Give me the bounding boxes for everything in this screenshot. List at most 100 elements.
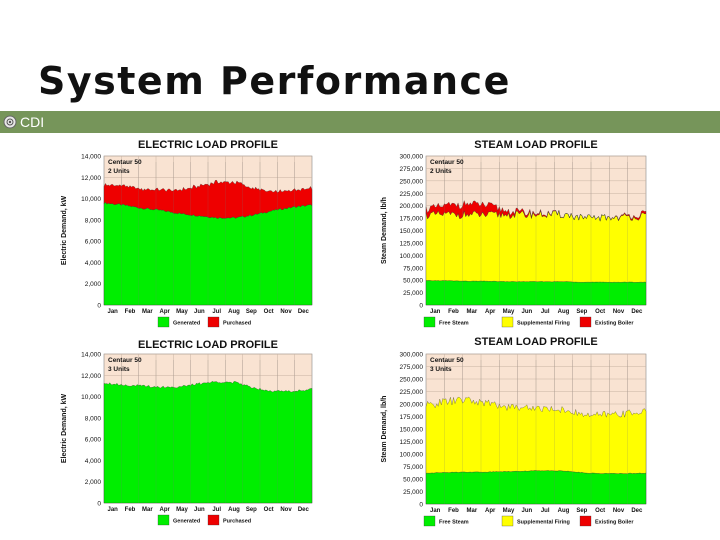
x-tick-label: Nov xyxy=(613,508,625,514)
y-tick-label: 100,000 xyxy=(400,253,424,260)
y-tick-label: 150,000 xyxy=(400,427,424,434)
y-axis-label: Electric Demand, kW xyxy=(61,195,68,265)
y-tick-label: 2,000 xyxy=(85,479,102,486)
x-tick-label: Feb xyxy=(125,309,136,315)
x-tick-label: Jun xyxy=(521,508,532,514)
x-tick-label: May xyxy=(176,507,188,513)
x-tick-label: Aug xyxy=(228,309,240,315)
brand-logo: CDI xyxy=(3,111,44,133)
y-tick-label: 0 xyxy=(419,303,423,310)
legend-swatch xyxy=(207,316,220,328)
chart-steam-2-units: STEAM LOAD PROFILE 300,000 275,000 250,000 2… xyxy=(378,134,650,330)
y-tick-label: 8,000 xyxy=(85,415,102,422)
y-tick-label: 225,000 xyxy=(400,191,424,198)
y-tick-label: 250,000 xyxy=(400,377,424,384)
y-tick-label: 125,000 xyxy=(400,240,424,247)
chart-svg: STEAM LOAD PROFILE 300,000 275,000 250,000 2… xyxy=(381,336,647,527)
legend-swatch xyxy=(423,515,436,527)
x-tick-label: Apr xyxy=(485,508,496,514)
y-tick-label: 0 xyxy=(97,303,101,310)
gear-icon xyxy=(3,115,17,129)
chart-subtitle: Centaur 50 xyxy=(430,357,464,364)
x-tick-label: Feb xyxy=(125,507,136,513)
chart-subtitle: Centaur 50 xyxy=(430,159,464,166)
y-tick-label: 8,000 xyxy=(85,217,102,224)
y-tick-label: 150,000 xyxy=(400,228,424,235)
x-tick-label: Apr xyxy=(159,309,170,315)
y-tick-label: 75,000 xyxy=(403,265,423,272)
x-tick-label: Jan xyxy=(430,309,441,315)
x-tick-label: Jul xyxy=(212,507,221,513)
x-tick-label: Sep xyxy=(576,309,587,315)
x-tick-label: Jan xyxy=(107,309,118,315)
x-tick-label: Jul xyxy=(541,309,550,315)
y-tick-label: 250,000 xyxy=(400,178,424,185)
x-tick-label: Feb xyxy=(448,508,459,514)
legend-label: Existing Boiler xyxy=(595,321,634,327)
y-tick-label: 10,000 xyxy=(81,394,101,401)
legend-label: Free Steam xyxy=(439,321,469,327)
chart-steam-3-units: STEAM LOAD PROFILE 300,000 275,000 250,000 2… xyxy=(378,331,650,530)
y-tick-label: 2,000 xyxy=(85,281,102,288)
x-tick-label: Dec xyxy=(631,309,643,315)
legend-swatch xyxy=(579,316,592,328)
y-tick-label: 14,000 xyxy=(81,154,101,161)
y-tick-label: 300,000 xyxy=(400,154,424,161)
x-tick-label: Mar xyxy=(142,507,153,513)
legend-label: Purchased xyxy=(223,321,251,327)
x-tick-label: Oct xyxy=(595,508,605,514)
x-tick-label: Mar xyxy=(466,508,477,514)
chart-subtitle: Centaur 50 xyxy=(108,159,142,166)
x-tick-label: Mar xyxy=(466,309,477,315)
x-tick-label: Oct xyxy=(595,309,605,315)
y-tick-label: 200,000 xyxy=(400,402,424,409)
x-tick-label: Mar xyxy=(142,309,153,315)
y-tick-label: 0 xyxy=(97,501,101,508)
x-tick-label: Aug xyxy=(558,309,570,315)
x-tick-label: Sep xyxy=(246,507,257,513)
x-tick-label: Nov xyxy=(280,309,292,315)
x-tick-label: Jan xyxy=(430,508,441,514)
brand-label: CDI xyxy=(20,114,45,130)
legend-swatch xyxy=(157,316,170,328)
chart-title: STEAM LOAD PROFILE xyxy=(474,139,597,151)
legend-swatch xyxy=(423,316,436,328)
y-tick-label: 275,000 xyxy=(400,166,424,173)
legend-label: Generated xyxy=(173,519,200,525)
x-tick-label: Nov xyxy=(613,309,625,315)
legend-label: Free Steam xyxy=(439,520,469,526)
x-tick-label: Nov xyxy=(280,507,292,513)
x-tick-label: May xyxy=(503,309,515,315)
legend-label: Purchased xyxy=(223,519,251,525)
y-tick-label: 6,000 xyxy=(85,437,102,444)
x-tick-label: Jul xyxy=(541,508,550,514)
y-tick-label: 75,000 xyxy=(403,464,423,471)
y-tick-label: 50,000 xyxy=(403,477,423,484)
y-tick-label: 6,000 xyxy=(85,239,102,246)
y-tick-label: 25,000 xyxy=(403,290,423,297)
y-axis-label: Steam Demand, lb/h xyxy=(381,396,388,463)
x-tick-label: May xyxy=(503,508,515,514)
y-tick-label: 25,000 xyxy=(403,489,423,496)
y-tick-label: 300,000 xyxy=(400,352,424,359)
y-axis-label: Steam Demand, lb/h xyxy=(381,197,388,264)
chart-subtitle: 2 Units xyxy=(108,168,130,175)
x-tick-label: Jul xyxy=(212,309,221,315)
chart-svg: ELECTRIC LOAD PROFILE 14,000 12,000 10,000 8… xyxy=(61,339,313,526)
x-tick-label: Jun xyxy=(521,309,532,315)
x-tick-label: Aug xyxy=(228,507,240,513)
legend-swatch xyxy=(501,515,514,527)
x-tick-label: Oct xyxy=(264,309,274,315)
legend-swatch xyxy=(207,514,220,526)
legend-label: Existing Boiler xyxy=(595,520,634,526)
chart-svg: STEAM LOAD PROFILE 300,000 275,000 250,000 2… xyxy=(381,139,647,328)
header-band xyxy=(0,111,720,133)
y-tick-label: 200,000 xyxy=(400,203,424,210)
legend-label: Generated xyxy=(173,321,200,327)
chart-electric-3-units: ELECTRIC LOAD PROFILE 14,000 12,000 10,000 8… xyxy=(58,334,320,530)
x-tick-label: Sep xyxy=(576,508,587,514)
y-tick-label: 4,000 xyxy=(85,260,102,267)
y-tick-label: 275,000 xyxy=(400,364,424,371)
chart-subtitle: 3 Units xyxy=(108,366,130,373)
x-tick-label: Dec xyxy=(298,507,310,513)
